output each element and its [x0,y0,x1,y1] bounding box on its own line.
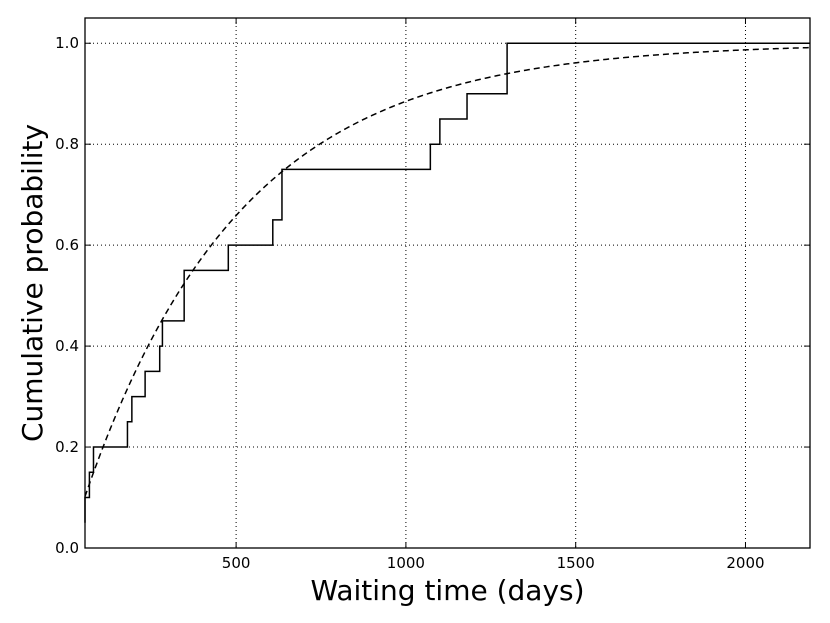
grid-lines [85,18,810,549]
y-tick-label: 0.8 [55,135,79,153]
x-tick-label: 2000 [726,554,764,572]
x-tick-label: 500 [222,554,251,572]
series-layer [84,42,811,523]
ticks: 500 1000 1500 2000 0.0 0.2 0.4 0.6 0.8 1.0 [55,18,810,572]
x-tick-label: 1000 [387,554,425,572]
y-axis-title: Cumulative probability [16,124,49,442]
y-tick-label: 0.0 [55,539,79,557]
x-axis-title: Waiting time (days) [310,574,584,607]
plot-frame [84,17,811,549]
y-tick-label: 0.2 [55,438,79,456]
y-tick-label: 0.6 [55,236,79,254]
fitted-cdf-dashed-line [84,46,811,497]
x-tick-label: 1500 [557,554,595,572]
y-tick-label: 1.0 [55,34,79,52]
y-tick-label: 0.4 [55,337,79,355]
empirical-cdf-step-line [84,42,810,523]
